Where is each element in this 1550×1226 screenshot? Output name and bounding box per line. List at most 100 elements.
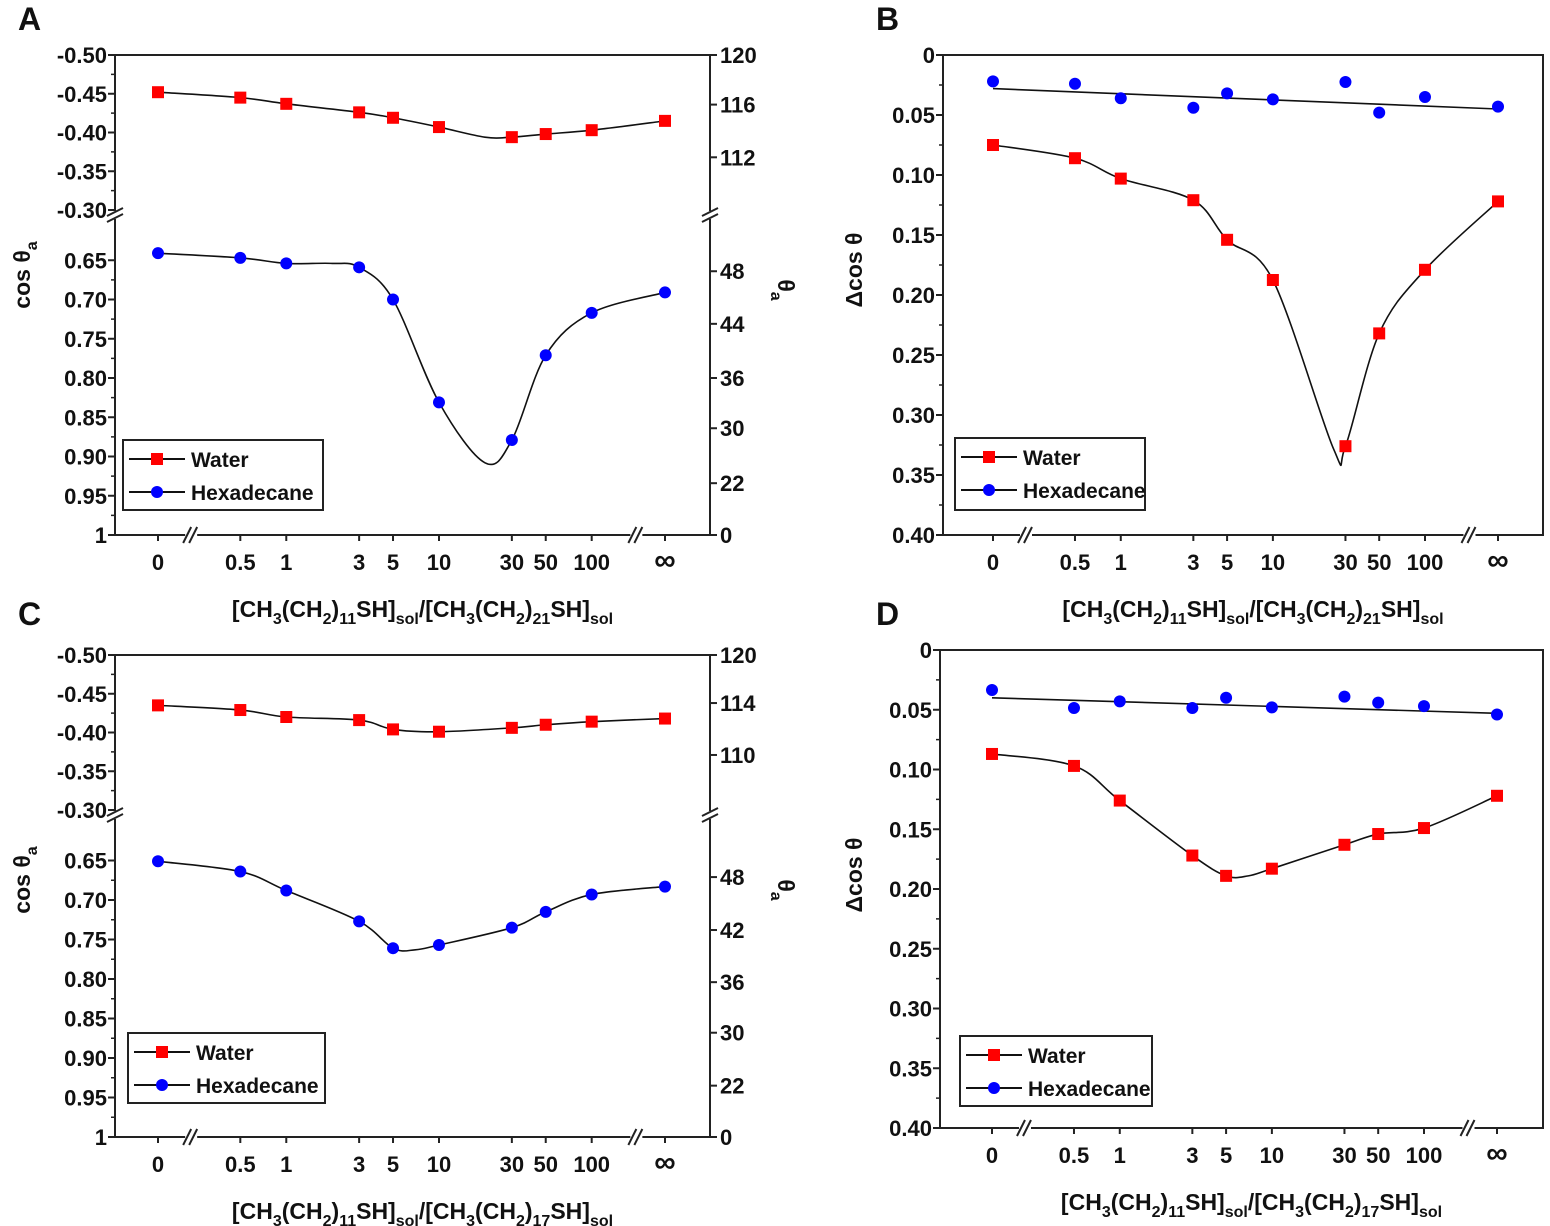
- x-title-subscript: 3: [1103, 611, 1112, 628]
- y-title-subscript: a: [24, 846, 41, 855]
- x-tick-label: 0: [987, 550, 999, 575]
- data-point-square: [1339, 440, 1352, 453]
- axis-break-gap: [185, 1133, 198, 1141]
- data-point-square: [585, 715, 598, 728]
- fit-curve: [157, 860, 666, 952]
- x-tick-label: 50: [533, 1152, 557, 1177]
- data-point-circle: [986, 684, 998, 697]
- data-point-square: [1187, 194, 1200, 207]
- legend-box: [127, 1032, 326, 1104]
- y-title-main: cos θ: [9, 855, 35, 913]
- axis-break-gap: [185, 531, 198, 539]
- series-water: [152, 86, 671, 144]
- y2-tick-label: 112: [720, 145, 756, 170]
- x-tick-label: 0.5: [1059, 1143, 1090, 1168]
- legend-circle-icon: [983, 484, 995, 496]
- x-title-subscript: 3: [1295, 1204, 1304, 1221]
- y2-tick-label: 120: [720, 43, 757, 68]
- y-tick-label: -0.45: [57, 682, 107, 707]
- y-tick-label: 0.95: [64, 1086, 107, 1111]
- x-title-subscript: 3: [1297, 611, 1306, 628]
- x-title-part: ): [1162, 596, 1170, 622]
- y2-tick-label: 44: [720, 312, 745, 337]
- x-tick-label: 5: [1220, 1143, 1232, 1168]
- axis-break-gap: [630, 1133, 643, 1141]
- x-title-subscript: 2: [1152, 1204, 1161, 1221]
- axis-break-mark: [182, 1128, 199, 1146]
- y-title-main: Δcos θ: [841, 233, 867, 308]
- data-point-square: [1266, 274, 1279, 286]
- x-title-part: ): [525, 1198, 533, 1224]
- x-tick-label: 1: [1115, 550, 1127, 575]
- y2-title-main: θ: [773, 879, 799, 891]
- data-point-circle: [539, 905, 552, 918]
- panel-B: B00.050.100.150.200.250.300.350.400 0.5 1 3…: [841, 1, 1544, 628]
- x-title-subscript: 2: [323, 611, 332, 628]
- legend-box: [959, 1035, 1153, 1107]
- data-point-circle: [1373, 106, 1386, 119]
- x-tick-label: 50: [1366, 1143, 1390, 1168]
- x-title-part: ): [332, 596, 340, 622]
- legend-box: [122, 439, 324, 511]
- x-title-part: SH]: [550, 596, 590, 622]
- x-tick-label: 30: [500, 1152, 524, 1177]
- x-tick-label: 0: [152, 550, 164, 575]
- y-axis-title: cos θa: [9, 846, 41, 913]
- x-title-part: (CH: [475, 596, 516, 622]
- data-point-square: [387, 111, 400, 124]
- y-tick-label: 0.95: [64, 484, 107, 509]
- x-title-part: SH]: [1379, 1189, 1419, 1215]
- data-point-square: [539, 128, 552, 141]
- data-point-square: [1417, 822, 1430, 835]
- x-title-part: (CH: [1111, 1189, 1152, 1215]
- y-tick-label: 0.80: [64, 967, 107, 992]
- x-title-part: (CH: [282, 596, 323, 622]
- x-tick-label: 100: [1407, 550, 1444, 575]
- y2-tick-label: 42: [720, 918, 744, 943]
- y2-tick-label: 22: [720, 1074, 744, 1099]
- legend-circle-icon: [156, 1079, 168, 1091]
- legend-square-icon: [988, 1049, 1000, 1061]
- legend-label: Hexadecane: [191, 482, 314, 505]
- y-tick-label: 0.85: [64, 1007, 107, 1032]
- axis-break-gap: [1019, 531, 1032, 539]
- x-axis-title: [CH3(CH2)11SH]sol/[CH3(CH2)17SH]sol: [232, 1198, 613, 1226]
- y-tick-label: 0.80: [64, 366, 107, 391]
- x-title-subscript: 21: [1363, 611, 1381, 628]
- y-title-subscript: a: [24, 241, 41, 250]
- x-tick-label: ∞: [1487, 544, 1508, 577]
- y-axis-title: cos θa: [9, 241, 41, 308]
- legend-label: Hexadecane: [1028, 1078, 1151, 1101]
- y-tick-label: 0.70: [64, 888, 107, 913]
- x-title-part: [CH: [232, 596, 273, 622]
- x-title-part: ): [1355, 596, 1363, 622]
- x-tick-label: 0.5: [1060, 550, 1091, 575]
- x-title-part: ): [1354, 1189, 1362, 1215]
- y-tick-label: -0.40: [57, 121, 107, 146]
- data-point-square: [1418, 263, 1431, 276]
- fit-curve: [991, 697, 1498, 715]
- panel-letter: C: [18, 596, 41, 632]
- data-point-circle: [1417, 700, 1430, 713]
- data-point-square: [1186, 849, 1199, 862]
- y2-tick-label: 22: [720, 471, 744, 496]
- axis-break-mark: [627, 526, 644, 544]
- data-point-circle: [1220, 691, 1233, 704]
- y2-title-subscript: a: [767, 892, 784, 901]
- x-title-subscript: 21: [533, 611, 551, 628]
- axis-break-mark: [1459, 1119, 1476, 1137]
- series-water: [152, 699, 671, 738]
- data-point-circle: [1491, 708, 1503, 721]
- y-tick-label: 0.20: [889, 877, 932, 902]
- y-tick-label: 0.10: [889, 758, 932, 783]
- y-tick-label: 0.25: [889, 937, 932, 962]
- x-title-part: SH]: [550, 1198, 590, 1224]
- panel-D: D00.050.100.150.200.250.300.350.400 0.5 1 3…: [841, 596, 1544, 1221]
- x-title-subscript: sol: [590, 1213, 613, 1226]
- x-title-part: ): [332, 1198, 340, 1224]
- x-axis-title: [CH3(CH2)11SH]sol/[CH3(CH2)17SH]sol: [1061, 1189, 1442, 1221]
- legend-square-icon: [156, 1046, 168, 1058]
- y-axis-title: Δcos θ: [841, 233, 867, 308]
- x-title-subscript: 2: [1345, 1204, 1354, 1221]
